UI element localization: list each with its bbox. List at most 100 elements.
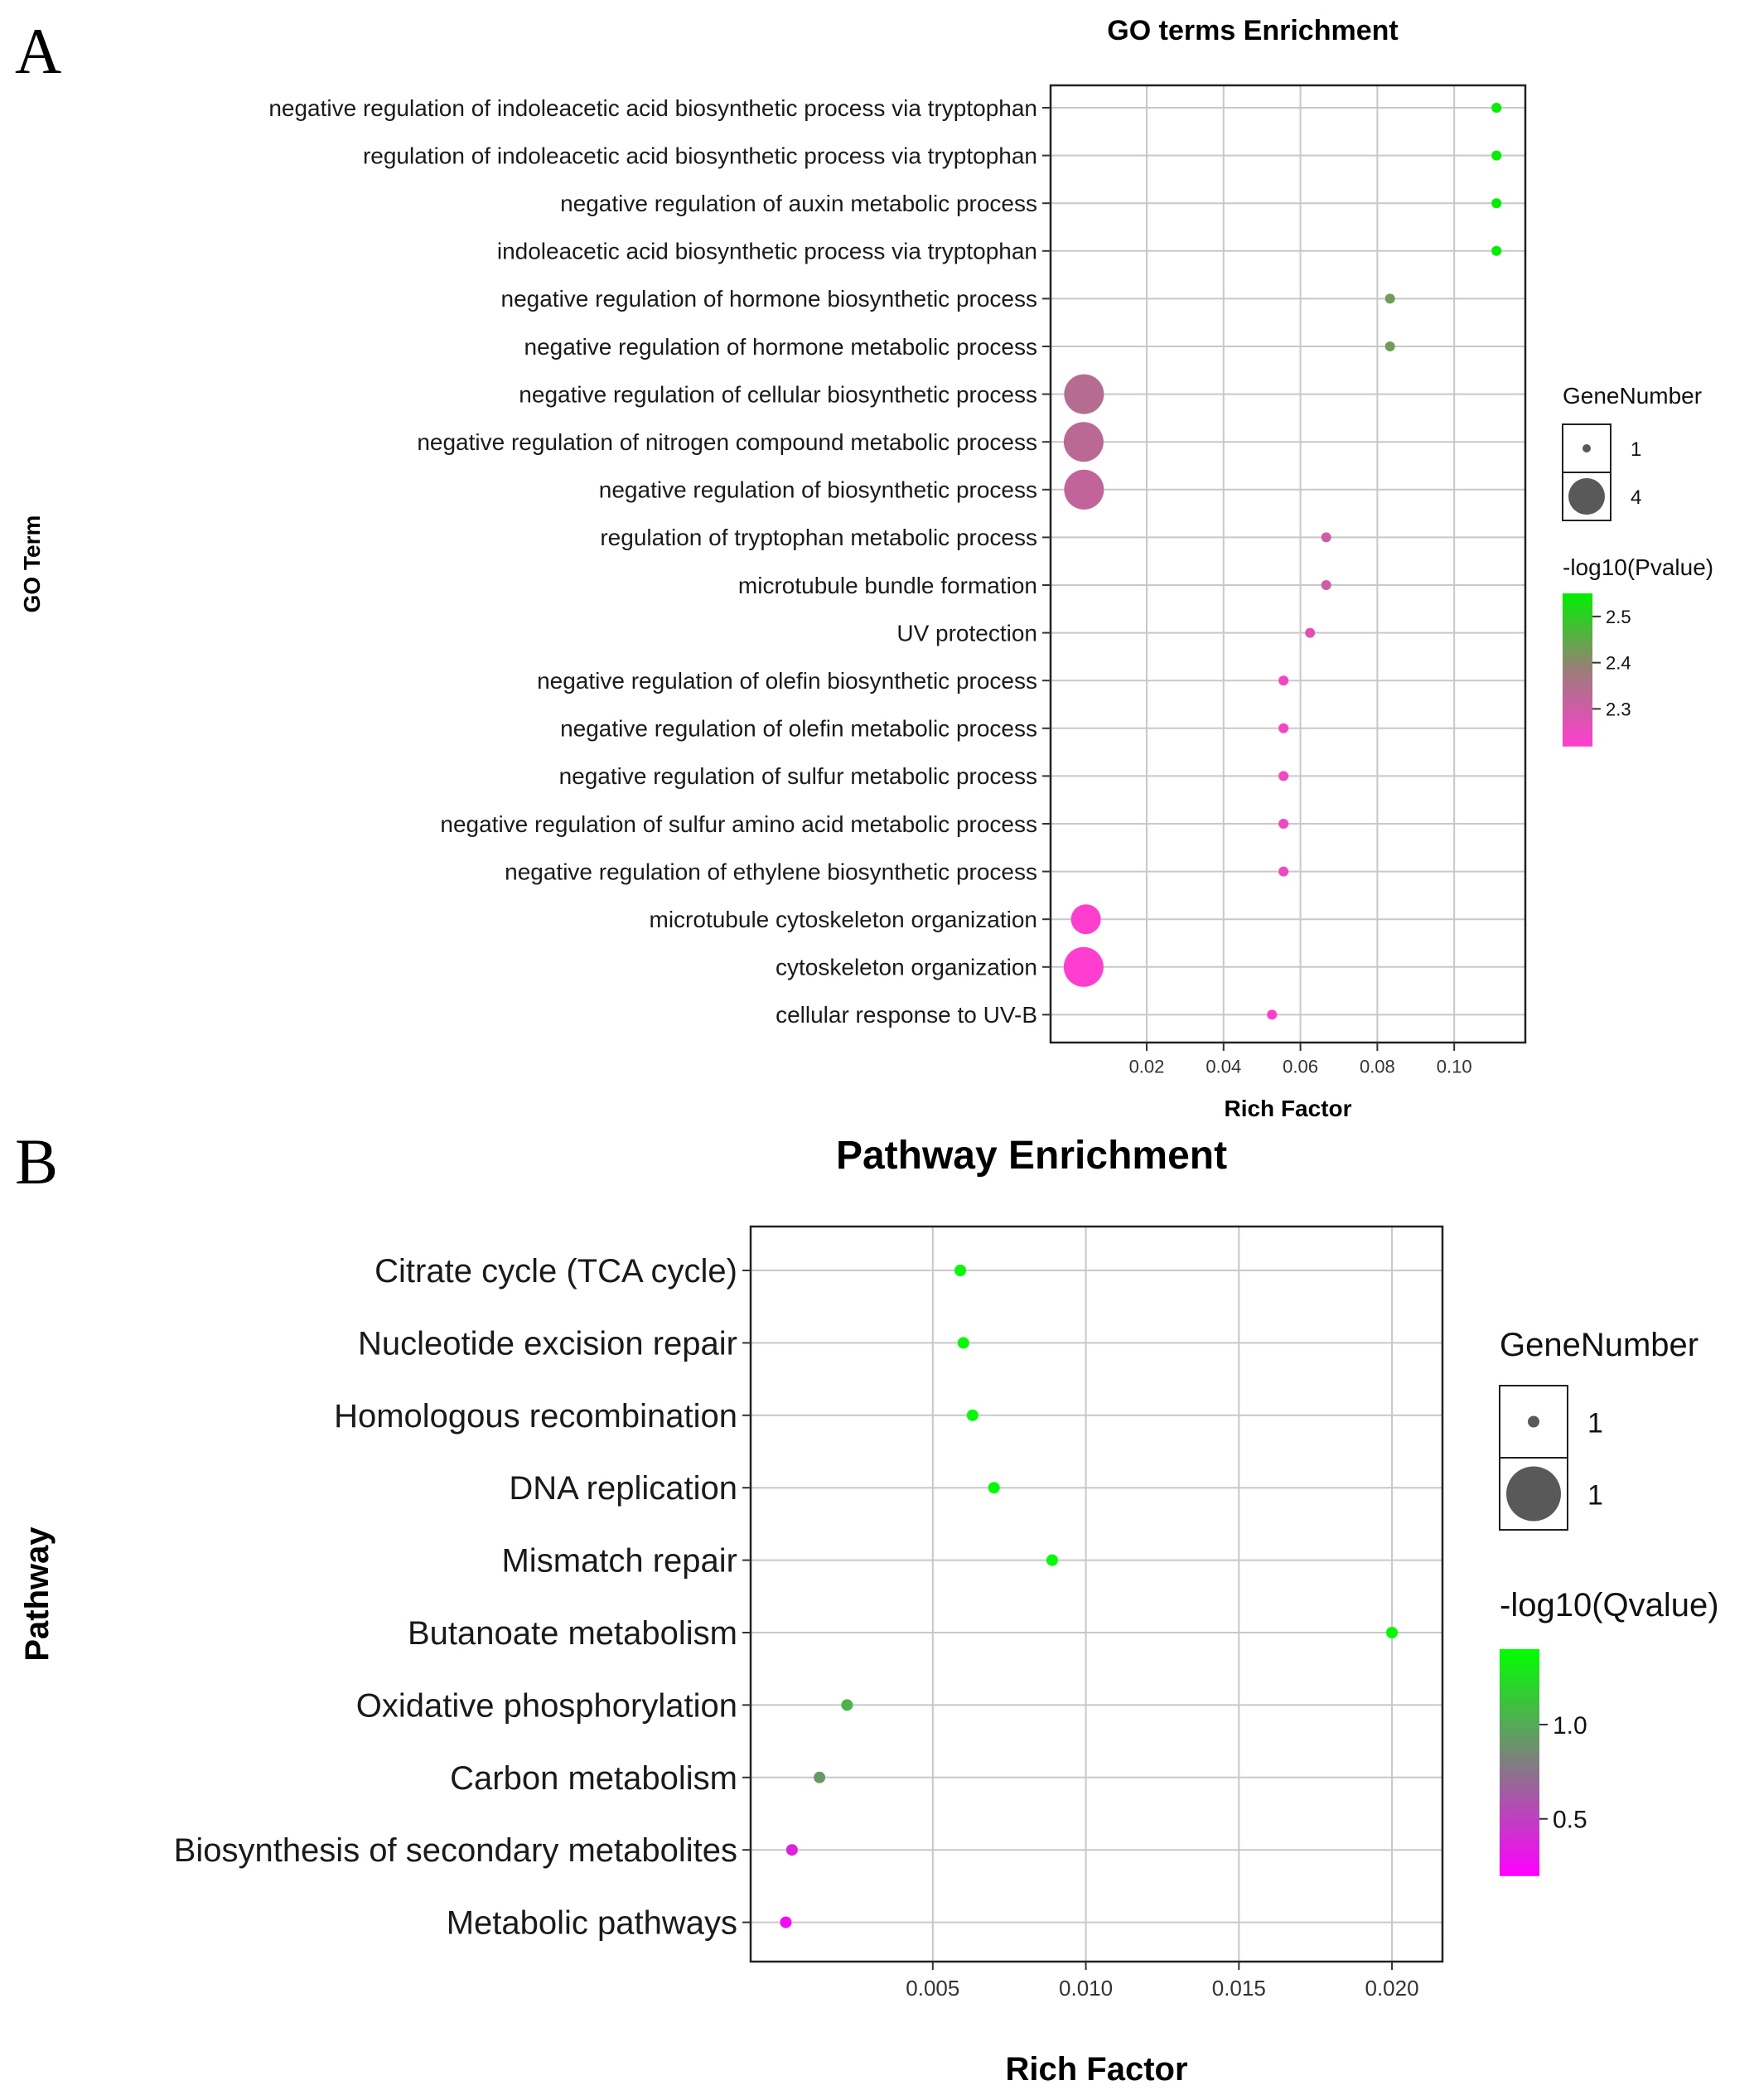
- category-label: UV protection: [896, 620, 1037, 646]
- colorbar-segment: [1500, 1766, 1539, 1771]
- go-enrichment-chart: GO terms Enrichment negative regulation o…: [19, 15, 1713, 1121]
- colorbar-segment: [1563, 710, 1592, 714]
- colorbar-segment: [1563, 685, 1592, 689]
- colorbar-segment: [1563, 661, 1592, 665]
- category-label: Biosynthesis of secondary metabolites: [174, 1832, 737, 1869]
- colorbar-label: 1.0: [1553, 1712, 1587, 1740]
- category-label: microtubule bundle formation: [738, 573, 1037, 598]
- colorbar-segment: [1563, 699, 1592, 704]
- colorbar-segment: [1500, 1815, 1539, 1820]
- colorbar-segment: [1500, 1735, 1539, 1740]
- colorbar-segment: [1500, 1657, 1539, 1662]
- colorbar-segment: [1563, 730, 1592, 734]
- category-label: microtubule cytoskeleton organization: [650, 907, 1037, 932]
- colorbar-segment: [1500, 1803, 1539, 1808]
- category-label: negative regulation of cellular biosynth…: [519, 381, 1037, 407]
- colorbar-segment: [1500, 1811, 1539, 1816]
- size-legend-label: 1: [1587, 1407, 1603, 1439]
- colorbar-segment: [1500, 1800, 1539, 1805]
- data-point: [1070, 904, 1101, 935]
- colorbar-segment: [1500, 1720, 1539, 1725]
- colorbar-segment: [1563, 743, 1592, 747]
- colorbar-segment: [1563, 606, 1592, 610]
- colorbar-segment: [1563, 677, 1592, 681]
- colorbar-segment: [1500, 1667, 1539, 1673]
- category-label: negative regulation of indoleacetic acid…: [268, 95, 1037, 121]
- data-point: [1321, 532, 1331, 543]
- colorbar-segment: [1500, 1675, 1539, 1681]
- colorbar-segment: [1500, 1716, 1539, 1722]
- data-point: [1063, 946, 1104, 987]
- data-point: [780, 1916, 792, 1928]
- colorbar-segment: [1500, 1845, 1539, 1850]
- colorbar-segment: [1563, 596, 1592, 599]
- y-axis-title: GO Term: [19, 515, 45, 613]
- category-label: Carbon metabolism: [450, 1760, 737, 1797]
- colorbar-segment: [1563, 733, 1592, 737]
- plot-border: [749, 1225, 1444, 1963]
- data-point: [1278, 723, 1289, 733]
- colorbar-segment: [1563, 728, 1592, 732]
- plot-area: [751, 1227, 1442, 1962]
- category-label: negative regulation of ethylene biosynth…: [505, 859, 1037, 884]
- y-axis-title: Pathway: [19, 1527, 56, 1662]
- category-label: negative regulation of olefin metabolic …: [560, 716, 1037, 742]
- colorbar-segment: [1563, 723, 1592, 727]
- category-label: indoleacetic acid biosynthetic process v…: [497, 239, 1037, 264]
- x-tick-label: 0.005: [906, 1976, 959, 2001]
- colorbar-label: 2.4: [1606, 653, 1631, 674]
- x-tick-label: 0.04: [1206, 1056, 1241, 1077]
- colorbar-segment: [1500, 1860, 1539, 1865]
- data-point: [1384, 341, 1395, 351]
- colorbar-segment: [1500, 1686, 1539, 1691]
- chart-title: Pathway Enrichment: [836, 1134, 1227, 1178]
- colorbar-segment: [1563, 644, 1592, 648]
- data-point: [1064, 374, 1104, 414]
- category-label: negative regulation of olefin biosynthet…: [537, 668, 1037, 694]
- colorbar-segment: [1500, 1830, 1539, 1835]
- colorbar-segment: [1563, 680, 1592, 684]
- colorbar-segment: [1500, 1773, 1539, 1778]
- colorbar-segment: [1500, 1728, 1539, 1733]
- category-label: Oxidative phosphorylation: [356, 1687, 737, 1724]
- colorbar-segment: [1563, 631, 1592, 635]
- colorbar-segment: [1500, 1649, 1539, 1654]
- data-point: [1278, 675, 1289, 686]
- colorbar-segment: [1563, 738, 1592, 742]
- colorbar-segment: [1563, 634, 1592, 637]
- x-tick-label: 0.015: [1212, 1976, 1266, 2001]
- colorbar-segment: [1563, 666, 1592, 670]
- x-tick-label: 0.08: [1360, 1056, 1395, 1077]
- colorbar-segment: [1563, 697, 1592, 701]
- colorbar-segment: [1500, 1856, 1539, 1861]
- colorbar-segment: [1563, 649, 1592, 653]
- colorbar-segment: [1500, 1777, 1539, 1783]
- category-label: Homologous recombination: [334, 1398, 737, 1435]
- data-point: [1491, 245, 1502, 256]
- size-legend-dot: [1568, 478, 1605, 515]
- category-label: negative regulation of biosynthetic proc…: [599, 477, 1037, 503]
- colorbar-segment: [1563, 692, 1592, 696]
- colorbar-segment: [1500, 1743, 1539, 1749]
- colorbar-segment: [1500, 1701, 1539, 1707]
- category-label: negative regulation of sulfur metabolic …: [559, 763, 1037, 789]
- colorbar-segment: [1500, 1796, 1539, 1801]
- colorbar-segment: [1500, 1713, 1539, 1718]
- category-label: cytoskeleton organization: [776, 955, 1037, 980]
- colorbar-segment: [1500, 1747, 1539, 1752]
- data-point: [1386, 1627, 1399, 1638]
- data-point: [1278, 866, 1289, 877]
- colorbar-segment: [1563, 623, 1592, 627]
- colorbar-segment: [1563, 720, 1592, 724]
- category-label: regulation of indoleacetic acid biosynth…: [363, 143, 1037, 168]
- data-point: [841, 1699, 853, 1711]
- data-point: [1305, 627, 1316, 638]
- colorbar-segment: [1500, 1807, 1539, 1812]
- colorbar-segment: [1563, 718, 1592, 722]
- colorbar-segment: [1500, 1864, 1539, 1869]
- x-tick-label: 0.020: [1365, 1976, 1418, 2001]
- colorbar-segment: [1500, 1740, 1539, 1744]
- colorbar-segment: [1563, 603, 1592, 607]
- colorbar-segment: [1563, 616, 1592, 620]
